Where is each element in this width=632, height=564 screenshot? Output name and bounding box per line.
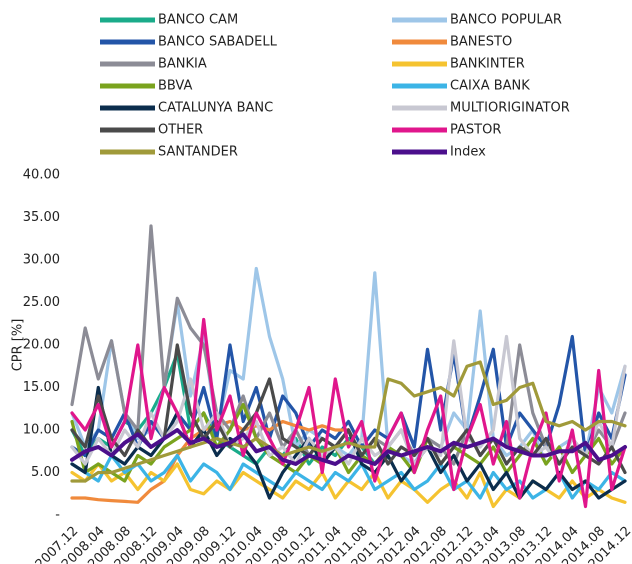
legend-label: CAIXA BANK <box>450 79 530 94</box>
legend-label: Index <box>450 145 486 160</box>
legend-label: PASTOR <box>450 123 501 138</box>
legend-label: BANKINTER <box>450 57 525 72</box>
y-tick-label: - <box>55 508 60 523</box>
legend-label: BANKIA <box>158 57 207 72</box>
legend-label: SANTANDER <box>158 145 238 160</box>
y-axis-label: CPR [%] <box>11 319 26 372</box>
legend-label: BANCO POPULAR <box>450 13 562 28</box>
legend-label: MULTIORIGINATOR <box>450 101 570 116</box>
series-line <box>70 428 627 466</box>
y-tick-label: 30.00 <box>23 253 60 268</box>
legend-label: BANCO CAM <box>158 13 238 28</box>
legend-label: BANESTO <box>450 35 512 50</box>
series-line <box>70 317 627 509</box>
legend-label: BBVA <box>158 79 192 94</box>
legend-label: BANCO SABADELL <box>158 35 278 50</box>
y-tick-label: 35.00 <box>23 210 60 225</box>
y-tick-label: 20.00 <box>23 338 60 353</box>
y-tick-label: 40.00 <box>23 168 60 183</box>
series-line <box>70 402 627 483</box>
legend-label: OTHER <box>158 123 203 138</box>
y-tick-label: 15.00 <box>23 380 60 395</box>
series-line <box>70 453 627 500</box>
y-tick-label: 25.00 <box>23 295 60 310</box>
legend-label: CATALUNYA BANC <box>158 101 273 116</box>
y-tick-label: 5.00 <box>31 465 60 480</box>
y-tick-label: 10.00 <box>23 423 60 438</box>
series-line <box>70 360 627 483</box>
